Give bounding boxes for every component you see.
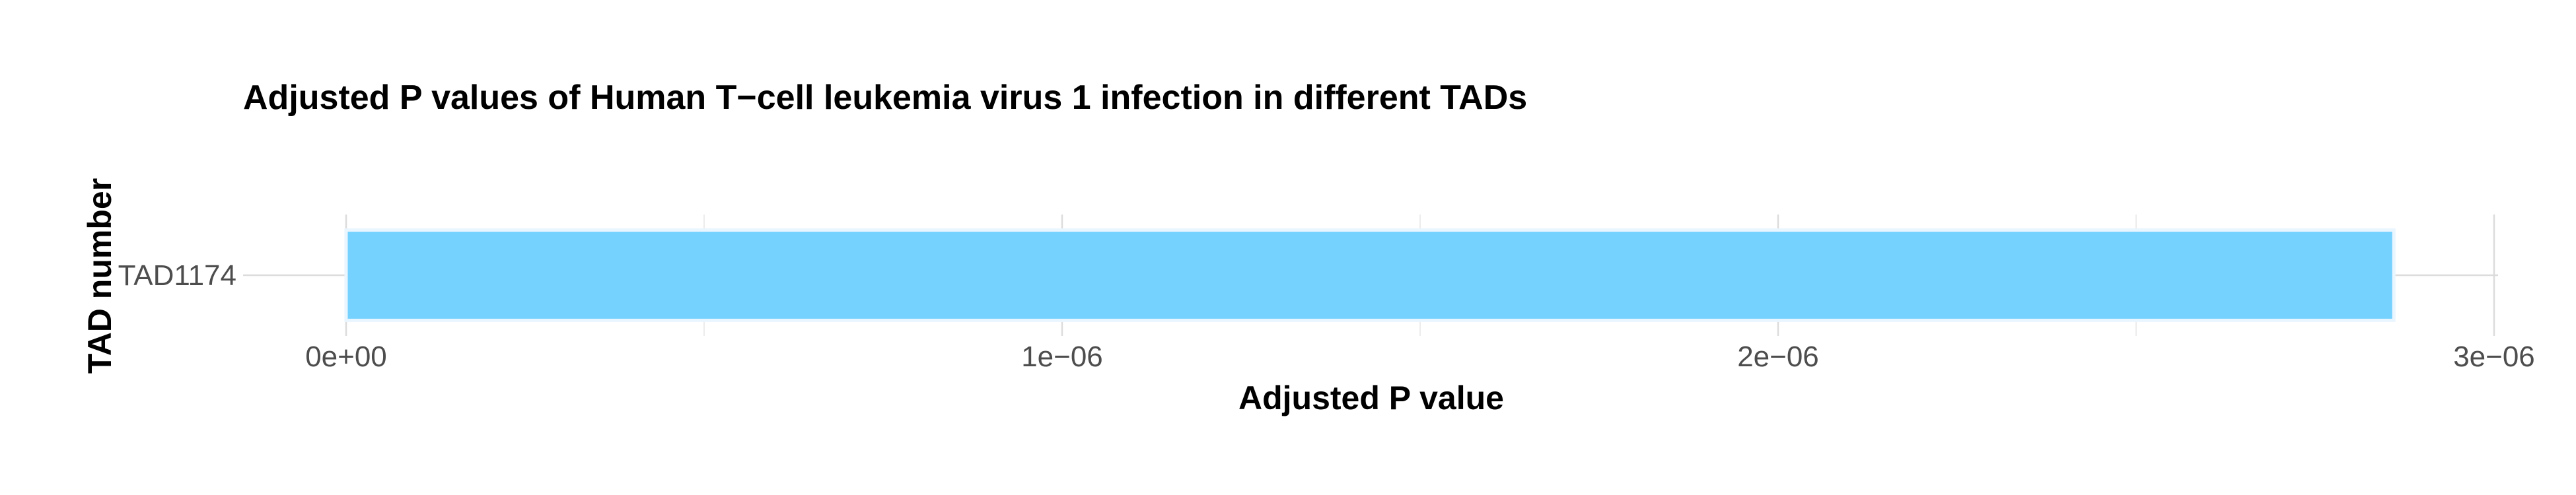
x-tick-label: 0e+00 (305, 341, 387, 373)
x-tick-label: 3e−06 (2453, 341, 2535, 373)
bar-layer (344, 228, 2396, 322)
x-tick-label: 2e−06 (1737, 341, 1819, 373)
y-axis-ticks: TAD1174 (118, 259, 236, 292)
x-axis-title: Adjusted P value (1238, 380, 1504, 416)
x-axis-ticks: 0e+00 1e−06 2e−06 3e−06 (305, 341, 2535, 373)
x-tick-label: 1e−06 (1021, 341, 1103, 373)
bar-tad1174 (344, 228, 2396, 322)
y-tick-label: TAD1174 (118, 259, 236, 292)
y-axis-title: TAD number (81, 178, 118, 374)
chart-title: Adjusted P values of Human T−cell leukem… (243, 79, 1527, 117)
